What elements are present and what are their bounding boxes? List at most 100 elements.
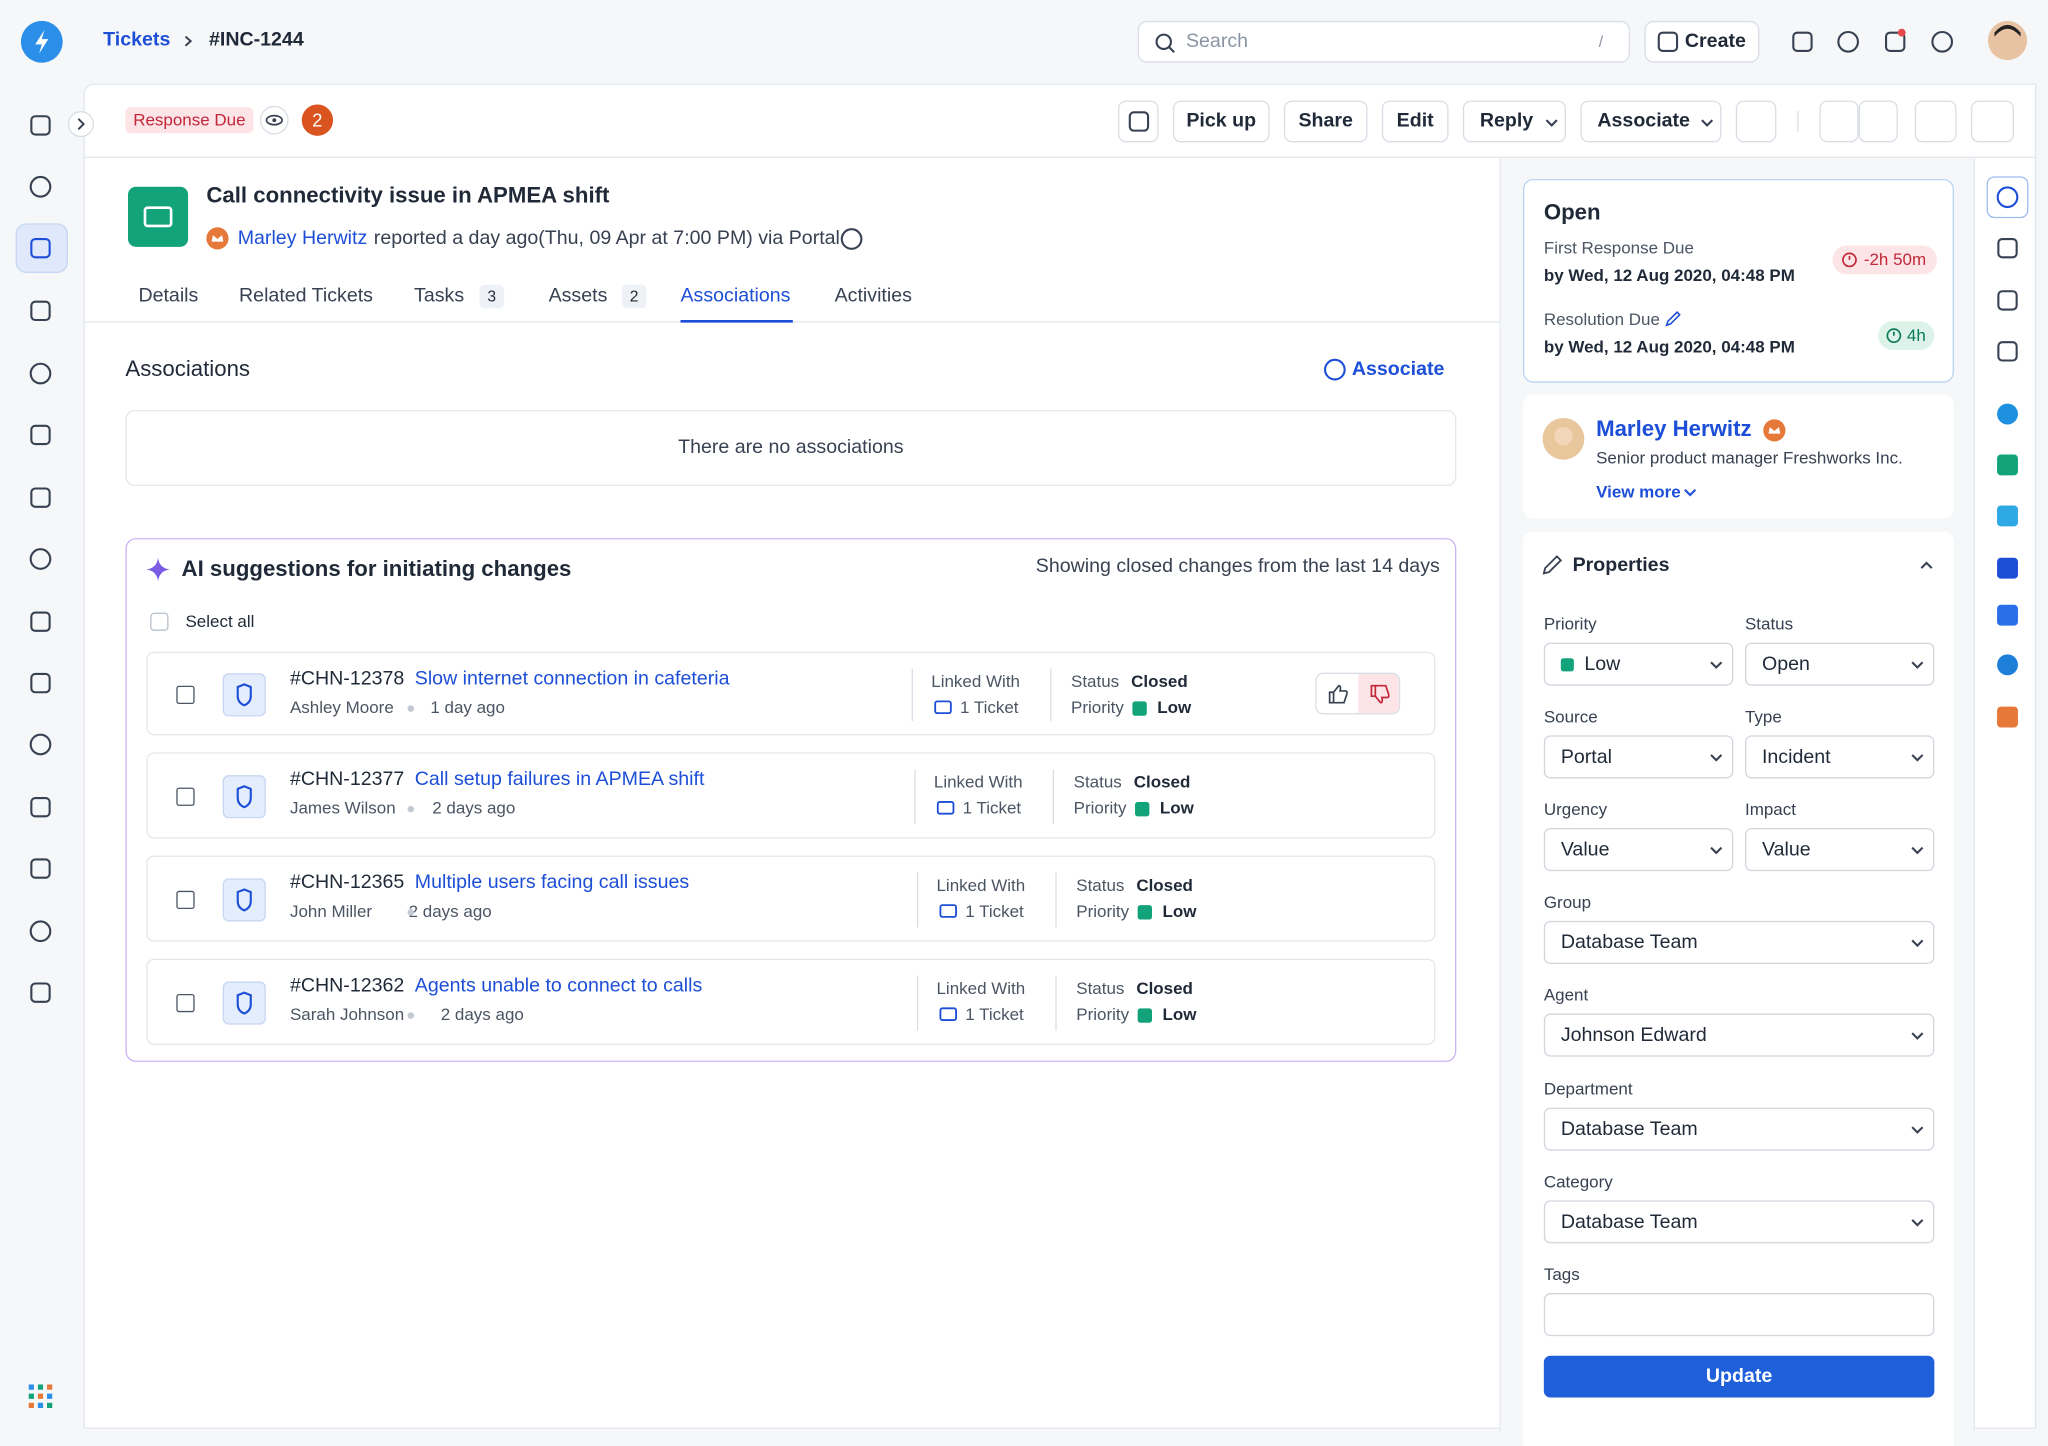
breadcrumb-link[interactable]: Tickets (103, 28, 171, 51)
header-button[interactable]: Associate (1580, 100, 1722, 143)
select[interactable]: Johnson Edward (1543, 1013, 1935, 1058)
suggestion-title-line: #CHN-12377 Call setup failures in APMEA s… (290, 767, 704, 793)
icon-part (30, 424, 51, 446)
header-button[interactable] (1970, 100, 2015, 143)
header-button[interactable]: Pick up (1172, 100, 1270, 143)
checkbox[interactable] (176, 685, 195, 704)
select[interactable]: Database Team (1543, 1107, 1935, 1151)
header-button-label: Share (1298, 109, 1353, 132)
sla-timer: -2h 50m (1832, 245, 1937, 275)
view-more[interactable]: View more (1596, 481, 1681, 502)
update-button[interactable]: Update (1543, 1355, 1935, 1398)
tab[interactable]: Associations (680, 284, 791, 307)
avatar (1987, 20, 2028, 61)
field-label: Type (1744, 706, 1782, 727)
header-button[interactable] (1858, 100, 1898, 143)
icon-part (840, 228, 863, 250)
checkbox[interactable] (176, 890, 195, 910)
author-line: Ashley Moore 1 day ago (290, 695, 505, 721)
ticket-mini-part (934, 700, 952, 715)
priority-label: Priority (1071, 697, 1124, 718)
select[interactable]: Database Team (1543, 1200, 1935, 1244)
select[interactable]: Low (1543, 642, 1734, 686)
icon (30, 424, 51, 446)
header-button[interactable] (1118, 100, 1159, 143)
status-label: Status (1073, 771, 1122, 792)
thumb-up (1328, 684, 1348, 704)
select[interactable]: Value (1543, 828, 1734, 872)
select-value: Database Team (1560, 1117, 1698, 1140)
change-title: Slow internet connection in cafeteria (414, 667, 730, 690)
timer-icon (1842, 252, 1857, 268)
ai-box: AI suggestions for initiating changes Sho… (125, 538, 1457, 1062)
chevron (1911, 754, 1924, 762)
icon (30, 611, 51, 632)
chevron (1545, 119, 1558, 127)
icon (29, 548, 52, 570)
tab[interactable]: Assets (548, 284, 608, 307)
checkbox[interactable] (176, 787, 195, 806)
priority-value: Low (1157, 697, 1192, 718)
chevron (1911, 846, 1924, 855)
select-all: Select all (185, 611, 255, 631)
icon-part (1792, 31, 1813, 52)
dot: 2 days ago (432, 798, 516, 818)
header-button[interactable]: Edit (1381, 100, 1449, 143)
tab[interactable]: Activities (834, 284, 912, 307)
tab[interactable]: Details (138, 284, 199, 307)
edit-icon-part (1665, 311, 1681, 327)
tab[interactable]: Tasks (414, 284, 465, 307)
header-button[interactable] (1819, 100, 1859, 143)
requester-avatar-part (1554, 427, 1573, 446)
apps-grid-part (47, 1393, 53, 1399)
integration-icon (1997, 604, 2018, 626)
select[interactable]: Database Team (1543, 920, 1935, 964)
feedback-group[interactable] (1315, 672, 1401, 715)
icon-part (1884, 31, 1906, 52)
edit-icon (1665, 311, 1681, 327)
thumb-down-bg (1358, 673, 1399, 714)
select-value: Value (1761, 838, 1811, 861)
select[interactable]: Value (1744, 828, 1935, 872)
checkbox[interactable] (150, 612, 169, 631)
checkbox[interactable] (176, 993, 195, 1013)
icon (30, 982, 51, 1003)
integration-icon-part (1997, 706, 2018, 728)
requester-name[interactable]: Marley Herwitz (1596, 416, 1752, 442)
icon-part (30, 672, 51, 694)
header-button[interactable] (1735, 100, 1777, 143)
icon-part (30, 115, 51, 136)
suggestion-title-line: #CHN-12362 Agents unable to connect to ca… (290, 973, 702, 999)
header-divider (84, 156, 2037, 159)
create-button[interactable]: Create (1644, 20, 1760, 63)
status-label: Status (1076, 978, 1125, 998)
linked-label: Linked With (936, 875, 1026, 895)
requester-avatar (1542, 417, 1585, 460)
tags-input[interactable] (1543, 1293, 1935, 1337)
select[interactable]: Incident (1744, 735, 1935, 779)
collapse-toggle (67, 111, 95, 138)
status-label: Status (1076, 875, 1125, 895)
author: Sarah Johnson (289, 1004, 405, 1024)
field-label: Category (1543, 1171, 1613, 1192)
change-icon-part (222, 878, 266, 922)
meta-dot (407, 909, 415, 916)
field-label: Priority (1543, 613, 1597, 634)
logo (20, 20, 63, 63)
header-button[interactable] (1914, 100, 1957, 143)
change-title: Multiple users facing call issues (414, 871, 690, 894)
response-badge: Response Due (125, 107, 254, 134)
header-button[interactable]: Share (1283, 100, 1368, 143)
select[interactable]: Portal (1543, 735, 1734, 779)
change-icon (222, 878, 266, 922)
associate-link[interactable]: Associate (1351, 357, 1445, 381)
integration-icon (1997, 706, 2018, 728)
search-box[interactable]: Search / (1137, 20, 1631, 63)
requester-link: Marley Herwitz (237, 227, 368, 250)
field-label: Urgency (1543, 799, 1608, 819)
meta-dot (407, 805, 415, 813)
select[interactable]: Open (1744, 642, 1935, 686)
tab[interactable]: Related Tickets (239, 284, 373, 307)
header-button[interactable]: Reply (1462, 100, 1567, 143)
row-divider (916, 872, 919, 928)
